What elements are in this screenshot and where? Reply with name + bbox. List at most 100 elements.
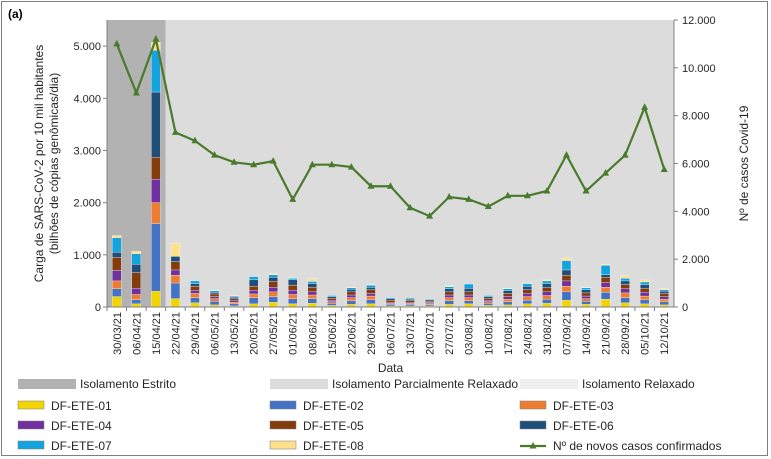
bar-segment-df-ete-01 <box>190 302 200 308</box>
bar-segment-df-ete-02 <box>190 297 200 303</box>
bar-segment-df-ete-03 <box>503 299 513 302</box>
bar-segment-df-ete-05 <box>346 291 357 296</box>
bar-segment-df-ete-06 <box>444 288 454 293</box>
cases-point <box>406 203 414 211</box>
bar-segment-df-ete-06 <box>640 284 650 289</box>
bar-segment-df-ete-08 <box>600 264 611 266</box>
legend-swatch-df-ete-08 <box>269 440 297 450</box>
bar-segment-df-ete-04 <box>385 302 396 304</box>
cases-point <box>582 187 590 194</box>
x-tick-label: 13/05/21 <box>229 312 241 355</box>
bar-segment-df-ete-03 <box>640 295 650 300</box>
bar-segment-df-ete-01 <box>112 296 122 308</box>
bar-segment-df-ete-04 <box>248 290 259 295</box>
bar-segment-df-ete-03 <box>327 301 337 304</box>
bar-segment-df-ete-02 <box>170 282 181 299</box>
y-right-tick-label: 0 <box>682 302 688 314</box>
bar-segment-df-ete-06 <box>405 299 415 301</box>
x-tick-label: 06/05/21 <box>210 312 222 355</box>
bar-segment-df-ete-03 <box>600 287 611 293</box>
cases-point <box>308 160 316 168</box>
bar-segment-df-ete-04 <box>640 292 650 297</box>
bar-segment-df-ete-07 <box>620 278 630 282</box>
bar-segment-df-ete-06 <box>112 252 122 258</box>
bar-segment-df-ete-03 <box>229 302 239 305</box>
bar-segment-df-ete-04 <box>268 287 278 293</box>
bar-segment-df-ete-03 <box>151 202 161 224</box>
bar-segment-df-ete-05 <box>131 272 141 289</box>
bar-segment-df-ete-06 <box>522 285 533 290</box>
bar-segment-df-ete-04 <box>405 302 415 304</box>
cases-point <box>621 151 629 158</box>
bar-segment-df-ete-04 <box>112 270 122 282</box>
x-tick-label: 08/06/21 <box>307 312 319 355</box>
bar-segment-df-ete-02 <box>405 304 415 307</box>
bar-segment-df-ete-02 <box>327 303 337 306</box>
bar-segment-df-ete-03 <box>288 294 298 299</box>
legend-label-df-ete-07: DF-ETE-07 <box>51 439 112 453</box>
x-tick-label: 29/04/21 <box>190 312 202 355</box>
legend-label-df-ete-08: DF-ETE-08 <box>303 439 364 453</box>
bar-segment-df-ete-05 <box>561 275 572 282</box>
bar-segment-df-ete-04 <box>229 300 239 303</box>
bar-segment-df-ete-07 <box>366 284 376 288</box>
bar-segment-df-ete-06 <box>483 296 493 299</box>
cases-point <box>367 182 375 189</box>
bar-segment-df-ete-02 <box>385 304 396 307</box>
bar-segment-df-ete-03 <box>483 301 493 304</box>
bar-segment-df-ete-04 <box>209 296 220 299</box>
y-right-tick-label: 10.000 <box>682 63 716 75</box>
y-right-tick-label: 8.000 <box>682 111 710 123</box>
bar-segment-df-ete-06 <box>190 283 200 287</box>
bar-segment-df-ete-07 <box>542 280 552 284</box>
bar-segment-df-ete-06 <box>464 288 474 293</box>
cases-point <box>641 103 649 110</box>
bar-segment-df-ete-03 <box>542 295 552 300</box>
bar-segment-df-ete-03 <box>444 297 454 301</box>
bar-segment-df-ete-04 <box>483 300 493 302</box>
bar-segment-df-ete-08 <box>209 290 220 291</box>
bar-segment-df-ete-04 <box>366 293 376 297</box>
legend-swatch-df-ete-04 <box>17 420 45 430</box>
bar-segment-df-ete-02 <box>366 299 376 305</box>
cases-point <box>426 212 434 219</box>
bar-segment-df-ete-08 <box>131 251 141 254</box>
bar-segment-df-ete-04 <box>600 282 611 288</box>
bar-segment-df-ete-08 <box>640 279 650 283</box>
bar-segment-df-ete-03 <box>522 296 533 301</box>
x-tick-label: 06/07/21 <box>386 312 398 355</box>
bar-segment-df-ete-07 <box>248 276 259 281</box>
bar-segment-df-ete-05 <box>620 284 630 289</box>
bar-segment-df-ete-06 <box>248 279 259 287</box>
bar-segment-df-ete-06 <box>366 287 376 290</box>
bar-segment-df-ete-01 <box>307 303 317 308</box>
bar-segment-df-ete-07 <box>209 290 220 293</box>
bar-segment-df-ete-04 <box>581 295 591 299</box>
cases-point <box>328 160 336 168</box>
bar-segment-df-ete-01 <box>600 299 611 308</box>
bar-segment-df-ete-08 <box>170 243 181 257</box>
cases-point <box>562 151 570 158</box>
bar-segment-df-ete-06 <box>229 296 239 299</box>
bar-segment-df-ete-06 <box>327 296 337 299</box>
bar-segment-df-ete-08 <box>659 288 669 290</box>
bar-segment-df-ete-06 <box>424 299 435 302</box>
bar-segment-df-ete-07 <box>640 281 650 285</box>
bar-segment-df-ete-05 <box>424 301 435 303</box>
bar-segment-df-ete-02 <box>424 304 435 307</box>
bar-segment-df-ete-04 <box>131 288 141 295</box>
x-tick-label: 03/08/21 <box>464 312 476 355</box>
bar-segment-df-ete-05 <box>444 291 454 296</box>
legend-swatch-df-ete-01 <box>17 400 45 410</box>
bar-segment-df-ete-05 <box>366 289 376 294</box>
bar-segment-df-ete-02 <box>464 300 474 305</box>
bar-segment-df-ete-05 <box>581 292 591 297</box>
y-right-tick-label: 6.000 <box>682 159 710 171</box>
bar-segment-df-ete-02 <box>346 300 357 305</box>
bar-segment-df-ete-07 <box>561 260 572 271</box>
bar-segment-df-ete-03 <box>366 295 376 300</box>
cases-point <box>543 187 551 194</box>
cases-point <box>660 165 668 172</box>
bar-segment-df-ete-02 <box>659 301 669 306</box>
x-tick-label: 31/08/21 <box>542 312 554 355</box>
